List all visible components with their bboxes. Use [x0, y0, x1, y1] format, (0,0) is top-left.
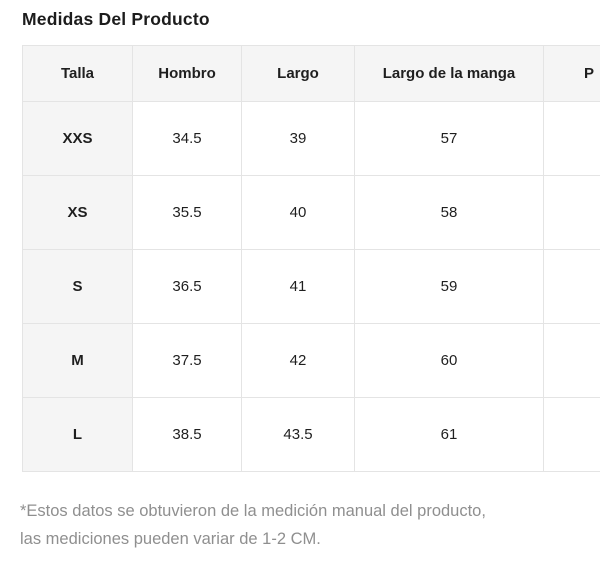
- size-cell: M: [22, 323, 133, 398]
- column-header-hombro: Hombro: [132, 45, 242, 102]
- measure-cell: 35.5: [132, 175, 242, 250]
- table-row-l: L 38.5 43.5 61: [22, 397, 600, 472]
- measure-cell: 60: [354, 323, 544, 398]
- measure-cell: [543, 101, 600, 176]
- measure-cell: 38.5: [132, 397, 242, 472]
- disclaimer-line-2: las mediciones pueden variar de 1-2 CM.: [20, 530, 321, 548]
- measure-cell: 61: [354, 397, 544, 472]
- measure-cell: 42: [241, 323, 355, 398]
- measure-cell: 43.5: [241, 397, 355, 472]
- measure-cell: [543, 323, 600, 398]
- measure-cell: [543, 175, 600, 250]
- size-table: Talla Hombro Largo Largo de la manga P X…: [22, 45, 600, 472]
- measure-cell: 41: [241, 249, 355, 324]
- measure-cell: 57: [354, 101, 544, 176]
- measure-cell: 40: [241, 175, 355, 250]
- measure-cell: 59: [354, 249, 544, 324]
- size-cell: S: [22, 249, 133, 324]
- table-row-m: M 37.5 42 60: [22, 323, 600, 398]
- measure-cell: [543, 397, 600, 472]
- disclaimer-line-1: *Estos datos se obtuvieron de la medició…: [20, 502, 486, 520]
- measure-cell: 58: [354, 175, 544, 250]
- column-header-talla: Talla: [22, 45, 133, 102]
- measure-cell: 34.5: [132, 101, 242, 176]
- column-header-p: P: [543, 45, 600, 102]
- measure-cell: 39: [241, 101, 355, 176]
- table-row-xs: XS 35.5 40 58: [22, 175, 600, 250]
- column-header-largo-manga: Largo de la manga: [354, 45, 544, 102]
- measure-cell: 37.5: [132, 323, 242, 398]
- table-row-xxs: XXS 34.5 39 57: [22, 101, 600, 176]
- table-row-s: S 36.5 41 59: [22, 249, 600, 324]
- product-measurements-panel: Medidas Del Producto Talla Hombro Largo …: [0, 9, 600, 553]
- size-table-scroll-area[interactable]: Talla Hombro Largo Largo de la manga P X…: [22, 45, 600, 472]
- size-cell: L: [22, 397, 133, 472]
- size-cell: XXS: [22, 101, 133, 176]
- table-header-row: Talla Hombro Largo Largo de la manga P: [22, 45, 600, 102]
- column-header-largo: Largo: [241, 45, 355, 102]
- size-cell: XS: [22, 175, 133, 250]
- measurement-disclaimer: *Estos datos se obtuvieron de la medició…: [20, 497, 580, 553]
- page-title: Medidas Del Producto: [22, 9, 210, 29]
- measure-cell: 36.5: [132, 249, 242, 324]
- measure-cell: [543, 249, 600, 324]
